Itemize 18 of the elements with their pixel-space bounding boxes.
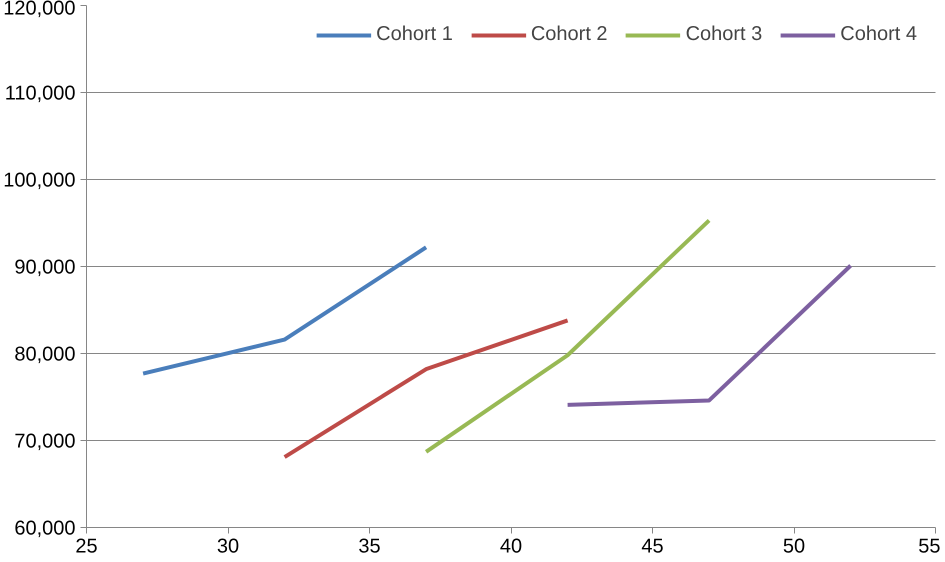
x-tick-label: 30 (216, 536, 240, 558)
y-tick-label: 90,000 (14, 256, 76, 278)
y-tick-label: 60,000 (14, 518, 76, 540)
x-tick-label: 45 (641, 536, 664, 558)
legend-label: Cohort 2 (530, 23, 608, 46)
x-tick-label: 55 (918, 536, 941, 558)
x-tick-label: 35 (358, 536, 381, 558)
y-tick-label: 110,000 (4, 82, 76, 104)
y-tick-label: 120,000 (3, 0, 76, 20)
legend-label: Cohort 1 (376, 23, 453, 46)
x-tick-label: 40 (500, 536, 522, 558)
x-tick-label: 50 (782, 536, 806, 558)
y-tick-label: 80,000 (14, 344, 76, 366)
legend-label: Cohort 4 (840, 23, 917, 46)
x-tick-label: 25 (75, 536, 98, 558)
y-tick-label: 100,000 (3, 170, 76, 192)
legend-label: Cohort 3 (686, 23, 762, 46)
y-tick-label: 70,000 (14, 430, 76, 452)
